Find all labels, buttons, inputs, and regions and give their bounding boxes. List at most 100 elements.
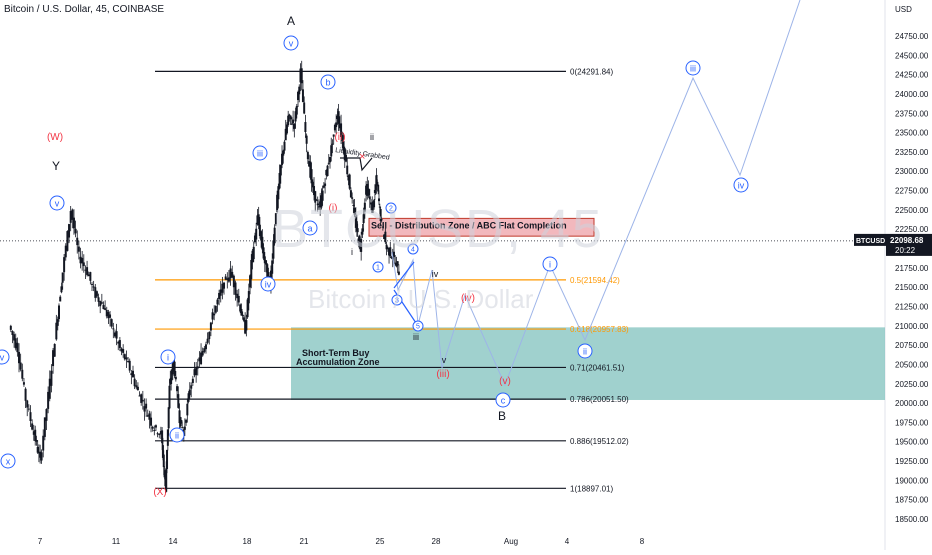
candle-body [386, 247, 389, 249]
candle-body [32, 431, 35, 435]
wave-label-s3: 3 [395, 298, 399, 305]
y-tick-label: 19750.00 [895, 418, 929, 427]
y-tick-label: 21250.00 [895, 302, 929, 311]
x-tick-label: 18 [243, 537, 252, 546]
candle-body [145, 403, 148, 409]
candle-body [77, 246, 80, 252]
wave-label-s2: 2 [389, 206, 393, 213]
candle-body [365, 185, 368, 195]
y-tick-label: 21750.00 [895, 264, 929, 273]
candle-body [127, 361, 130, 363]
candle-body [183, 426, 186, 430]
candle-body [26, 400, 29, 408]
candle-body [351, 197, 354, 199]
candle-body [322, 185, 325, 188]
candle-body [385, 244, 388, 250]
candle-body [122, 349, 125, 353]
candle-body [68, 224, 71, 238]
y-tick-label: 20750.00 [895, 341, 929, 350]
candle-body [249, 275, 252, 288]
candle-body [371, 202, 374, 213]
candle-body [376, 181, 379, 186]
candle-body [384, 231, 387, 243]
candle-body [185, 419, 188, 423]
candle-body [42, 435, 45, 451]
candle-body [107, 312, 110, 319]
candle-body [159, 431, 162, 435]
candle-body [305, 135, 308, 144]
y-tick-label: 24750.00 [895, 32, 929, 41]
candle-body [193, 369, 196, 376]
wave-label-c-circle [495, 392, 511, 408]
candle-body [128, 360, 131, 371]
candle-body [310, 169, 313, 184]
candle-body [206, 338, 209, 343]
candle-body [389, 247, 392, 257]
wave-label-i-b: i [167, 353, 169, 363]
y-tick-label: 18500.00 [895, 515, 929, 524]
wave-label-s1: 1 [376, 265, 380, 272]
candle-body [66, 231, 69, 251]
candle-body [332, 134, 335, 137]
candle-body [135, 385, 138, 388]
candle-body [39, 451, 42, 458]
candle-body [120, 348, 123, 352]
candle-body [130, 373, 133, 376]
candle-body [141, 399, 144, 402]
candle-body [161, 430, 164, 444]
candle-body [11, 330, 14, 336]
candle-body [72, 217, 75, 229]
candle-body [392, 251, 395, 258]
wave-label-iii-proj: iii [690, 64, 696, 74]
y-tick-label: 23000.00 [895, 167, 929, 176]
wave-label-a: a [307, 224, 312, 234]
candle-body [363, 202, 366, 212]
candle-body [35, 439, 38, 442]
candle-body [95, 291, 98, 297]
candle-body [247, 291, 250, 304]
symbol-title: Bitcoin / U.S. Dollar, 45, COINBASE [4, 4, 165, 15]
candle-body [138, 395, 141, 397]
candle-body [301, 89, 304, 103]
candle-body [117, 341, 120, 344]
candle-body [348, 174, 351, 189]
candle-body [337, 111, 340, 124]
candle-body [112, 328, 115, 330]
candle-body [299, 68, 302, 83]
candle-body [375, 174, 378, 185]
candle-body [341, 135, 344, 141]
candle-body [156, 433, 159, 435]
x-tick-label: 8 [640, 537, 645, 546]
candle-body [104, 308, 107, 310]
price-tag-value: 22098.68 [890, 236, 924, 245]
candle-body [331, 143, 334, 145]
candle-body [110, 319, 113, 327]
candle-body [232, 275, 235, 288]
candle-body [165, 468, 168, 492]
candle-body [219, 289, 222, 296]
candle-body [22, 382, 25, 385]
wave-label-ii-plain: ii [370, 132, 374, 142]
candle-body [370, 202, 373, 205]
candle-body [319, 201, 322, 208]
candle-body [81, 257, 84, 264]
candle-body [388, 248, 391, 256]
candle-body [190, 385, 193, 389]
wave-label-W: (W) [47, 132, 63, 143]
candle-body [181, 427, 184, 429]
y-tick-label: 20250.00 [895, 380, 929, 389]
wave-label-iv-proj: iv [738, 181, 745, 191]
y-tick-label: 21000.00 [895, 322, 929, 331]
candle-body [97, 297, 100, 302]
wave-label-iv-plain: iv [432, 269, 439, 279]
x-tick-label: 28 [432, 537, 441, 546]
candle-body [304, 122, 307, 133]
fib-level-label: 0(24291.84) [570, 67, 613, 76]
candle-body [100, 302, 103, 304]
y-tick-label: 24500.00 [895, 51, 929, 60]
candle-body [255, 228, 258, 240]
candle-body [279, 164, 282, 176]
candle-body [143, 406, 146, 412]
